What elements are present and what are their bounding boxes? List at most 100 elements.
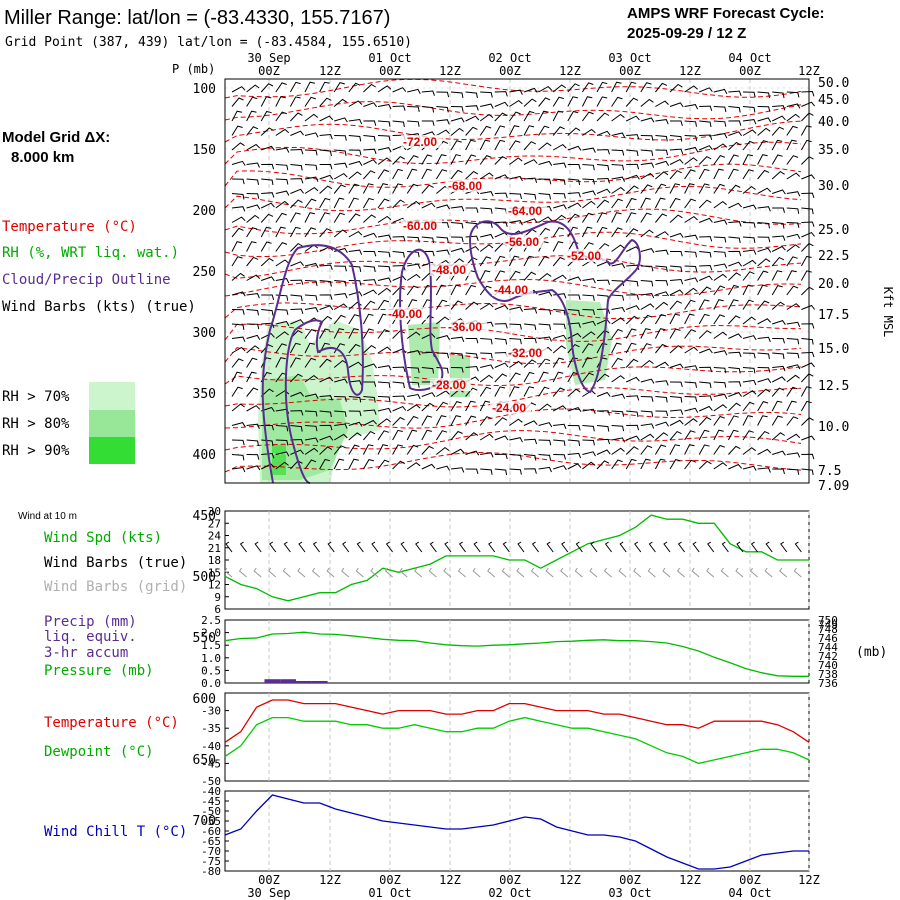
wind-barb — [465, 105, 479, 111]
y-tick: 30 — [208, 505, 221, 518]
wind-barb — [246, 162, 260, 168]
surface-wind-barb-grid — [545, 567, 554, 578]
wind-barb — [363, 300, 376, 310]
wind-barb — [626, 435, 640, 441]
wind-barb — [772, 207, 785, 213]
wind-barb — [333, 303, 348, 310]
top-time-tick: 12Z — [319, 64, 341, 78]
wind-barb — [421, 90, 435, 96]
wind-barb — [494, 468, 508, 476]
wind-barb — [334, 280, 347, 287]
wind-barb — [728, 445, 741, 455]
wind-barb — [757, 117, 772, 123]
wind-barb — [275, 331, 289, 339]
wind-barb — [260, 226, 272, 238]
wind-barb — [436, 335, 451, 341]
wind-barb — [786, 400, 797, 412]
wind-barb — [348, 100, 363, 107]
wind-barb — [392, 183, 403, 194]
wind-barb — [348, 328, 359, 339]
wind-barb — [246, 423, 260, 429]
wind-barb — [654, 197, 666, 209]
wind-barb — [581, 226, 593, 238]
wind-barb — [669, 444, 681, 455]
contour-label: -68.00 — [448, 179, 482, 193]
wind-barb — [553, 323, 566, 330]
wind-barb — [757, 206, 771, 212]
wind-barb — [319, 133, 333, 140]
wind-barb — [304, 459, 317, 470]
series-line-1 — [224, 716, 810, 765]
surface-wind-barb-grid — [516, 567, 525, 578]
y-tick: 18 — [208, 554, 221, 567]
wind-barb — [713, 273, 728, 281]
wind-barb — [450, 247, 465, 253]
wind-barb — [319, 435, 334, 441]
surface-wind-barb-grid — [779, 567, 788, 578]
wind-barb — [319, 212, 330, 223]
surface-wind-barb-true — [648, 541, 656, 553]
wind-barb — [713, 120, 727, 127]
pressure-tick: 600 — [193, 692, 216, 707]
wind-barb — [684, 365, 698, 371]
wind-barb — [421, 168, 432, 180]
wind-barb — [363, 430, 376, 441]
wind-barb — [742, 259, 757, 267]
wind-barb — [333, 197, 345, 209]
wind-barb — [713, 106, 727, 113]
wind-barb — [334, 410, 347, 417]
wind-barb — [626, 280, 639, 287]
wind-barb — [275, 241, 288, 252]
panel-frame — [224, 619, 810, 684]
wind-barb — [450, 367, 464, 373]
wind-barb — [684, 135, 698, 142]
wind-barb — [801, 435, 816, 441]
wind-barb — [713, 133, 728, 139]
wind-barb — [742, 284, 753, 296]
wind-barb — [465, 154, 477, 165]
temperature-contour — [224, 278, 802, 297]
surface-wind-barb-true — [634, 541, 642, 553]
wind-barb — [334, 149, 347, 156]
wind-barb — [246, 241, 257, 252]
legend-temperature-sfc: Temperature (°C) — [44, 715, 179, 731]
contour-label: -44.00 — [494, 283, 528, 297]
wind-barb — [655, 291, 670, 297]
height-tick: 35.0 — [818, 143, 849, 158]
wind-barb — [377, 299, 390, 310]
wind-barb — [348, 135, 362, 142]
wind-barb — [523, 110, 535, 122]
surface-wind-barb-grid — [706, 567, 715, 578]
wind-barb — [523, 337, 537, 344]
wind-barb — [771, 115, 786, 122]
grid-point-subtitle: Grid Point (387, 439) lat/lon = (-83.458… — [5, 35, 412, 50]
wind-barb — [304, 342, 315, 354]
surface-wind-barb-grid — [311, 567, 320, 578]
surface-wind-barb-grid — [224, 567, 233, 578]
wind-barb — [742, 367, 756, 374]
wind-barb — [377, 265, 391, 272]
surface-wind-barb-true — [225, 541, 233, 553]
wind-barb — [582, 178, 595, 185]
bottom-date-label: 01 Oct — [368, 886, 411, 900]
wind-barb — [757, 91, 770, 98]
wind-barb — [465, 207, 479, 213]
wind-barb — [246, 465, 261, 471]
surface-wind-barb-grid — [618, 567, 627, 578]
wind-barb — [626, 134, 640, 140]
wind-barb — [260, 83, 274, 93]
wind-barb — [290, 391, 304, 397]
pressure-right-tick: 748 — [818, 623, 838, 636]
wind-barb — [611, 459, 623, 470]
wind-barb — [552, 371, 564, 383]
wind-barb — [669, 363, 684, 369]
pressure-tick: 200 — [193, 204, 216, 219]
bottom-time-tick: 00Z — [739, 873, 761, 887]
wind-barb — [436, 465, 451, 471]
pressure-tick: 400 — [193, 448, 216, 463]
wind-barb — [757, 388, 771, 397]
contour-label: -36.00 — [448, 320, 482, 334]
wind-barb — [596, 342, 608, 354]
wind-barb — [786, 352, 800, 359]
wind-barb — [684, 329, 697, 339]
